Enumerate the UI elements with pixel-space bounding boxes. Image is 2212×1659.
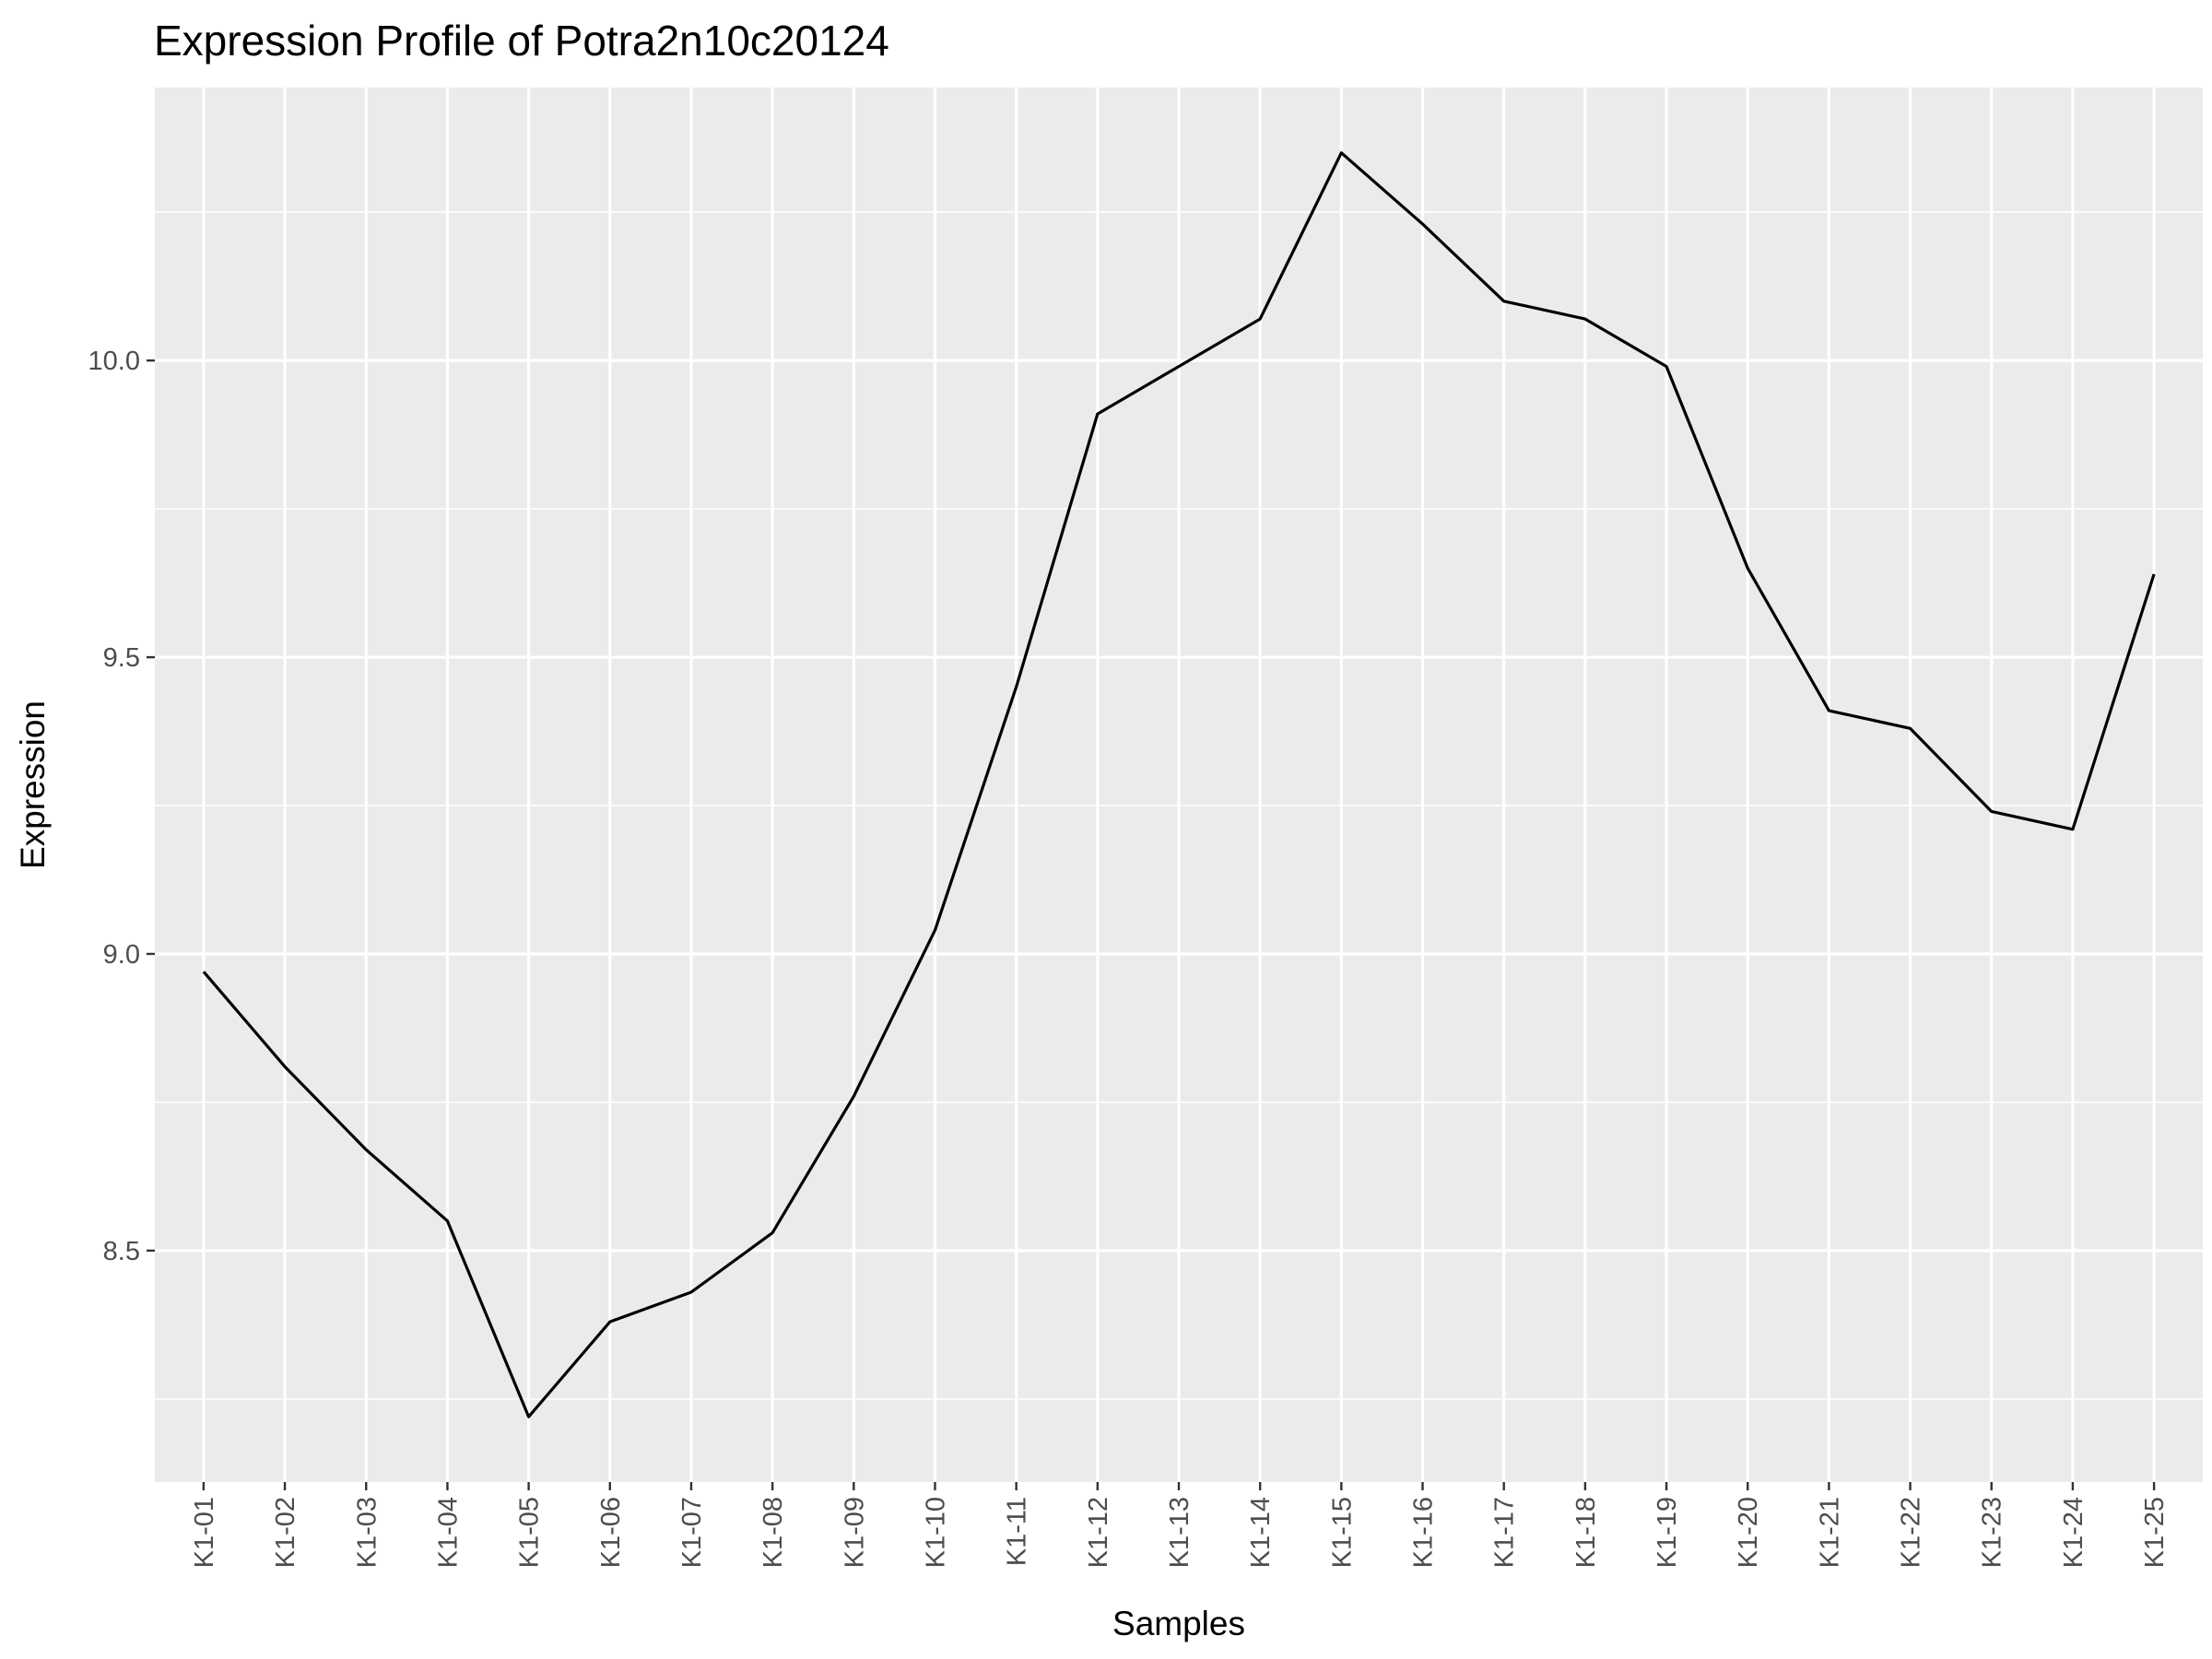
x-tick-label: K1-14 xyxy=(1246,1497,1276,1568)
x-tick-label: K1-24 xyxy=(2059,1497,2088,1568)
x-tick-label: K1-10 xyxy=(921,1497,950,1568)
x-tick-label: K1-07 xyxy=(677,1497,707,1568)
y-tick-label: 9.5 xyxy=(103,643,140,673)
y-tick-label: 10.0 xyxy=(88,347,140,376)
x-tick-label: K1-23 xyxy=(1978,1497,2007,1568)
series-line xyxy=(202,151,2156,1418)
x-tick-label: K1-16 xyxy=(1409,1497,1439,1568)
x-tick-label: K1-03 xyxy=(352,1497,382,1568)
x-tick-label: K1-21 xyxy=(1815,1497,1844,1568)
x-tick-label: K1-18 xyxy=(1571,1497,1601,1568)
chart-title: Expression Profile of Potra2n10c20124 xyxy=(154,17,889,65)
y-tick-label: 8.5 xyxy=(103,1237,140,1266)
x-tick-label: K1-08 xyxy=(759,1497,788,1568)
x-tick-label: K1-15 xyxy=(1327,1497,1357,1568)
x-tick-label: K1-04 xyxy=(433,1497,463,1568)
x-tick-label: K1-25 xyxy=(2140,1497,2170,1568)
major-gridlines xyxy=(155,88,2203,1482)
y-tick-label: 9.0 xyxy=(103,940,140,970)
x-tick-label: K1-01 xyxy=(190,1497,219,1568)
x-tick-label: K1-19 xyxy=(1653,1497,1682,1568)
x-tick-label: K1-20 xyxy=(1734,1497,1763,1568)
x-axis: K1-01 K1-02 K1-03 K1-04 K1-05 K1-06 K1-07 K1-08… xyxy=(190,1482,2170,1568)
x-tick-label: K1-12 xyxy=(1084,1497,1113,1568)
x-tick-label: K1-06 xyxy=(596,1497,626,1568)
y-axis: 8.5 9.0 9.5 10.0 xyxy=(88,347,155,1266)
y-axis-title: Expression xyxy=(14,700,52,869)
x-tick-label: K1-02 xyxy=(271,1497,300,1568)
x-axis-title: Samples xyxy=(1112,1605,1245,1642)
x-tick-label: K1-17 xyxy=(1490,1497,1520,1568)
x-tick-label: K1-05 xyxy=(515,1497,545,1568)
x-tick-label: K1-22 xyxy=(1897,1497,1926,1568)
x-tick-label: K1-13 xyxy=(1165,1497,1194,1568)
x-tick-label: K1-09 xyxy=(840,1497,869,1568)
x-tick-label: K1-11 xyxy=(1003,1497,1032,1566)
